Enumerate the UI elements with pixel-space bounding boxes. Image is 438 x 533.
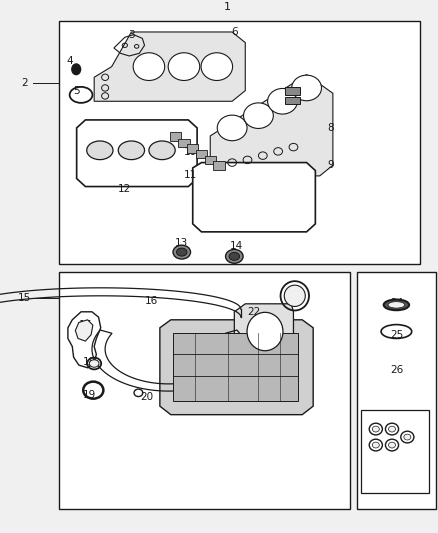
Text: 5: 5 <box>73 86 80 95</box>
Ellipse shape <box>226 249 243 263</box>
Ellipse shape <box>201 53 233 80</box>
Bar <box>59 21 420 264</box>
Polygon shape <box>193 163 315 232</box>
Text: 21: 21 <box>195 339 208 349</box>
Text: 16: 16 <box>145 296 158 306</box>
Bar <box>213 161 225 170</box>
Text: 14: 14 <box>230 241 243 251</box>
Text: 1: 1 <box>224 2 231 12</box>
Text: 26: 26 <box>390 366 403 375</box>
Text: 17: 17 <box>79 320 92 330</box>
Ellipse shape <box>404 434 411 440</box>
Ellipse shape <box>244 103 273 128</box>
Text: 7: 7 <box>299 88 306 98</box>
Ellipse shape <box>168 53 200 80</box>
Bar <box>178 139 190 147</box>
Polygon shape <box>210 75 333 176</box>
Text: 9: 9 <box>327 160 334 170</box>
Text: 13: 13 <box>175 238 188 247</box>
Text: 18: 18 <box>83 358 96 367</box>
Bar <box>187 144 198 153</box>
Text: 4: 4 <box>67 56 74 66</box>
Ellipse shape <box>118 141 145 160</box>
Text: 23: 23 <box>287 293 300 302</box>
Polygon shape <box>173 333 298 401</box>
Ellipse shape <box>217 115 247 141</box>
Ellipse shape <box>149 141 175 160</box>
Polygon shape <box>75 320 93 341</box>
Ellipse shape <box>177 248 187 256</box>
Circle shape <box>72 64 81 75</box>
Ellipse shape <box>268 88 297 114</box>
Bar <box>361 410 429 493</box>
Ellipse shape <box>384 300 409 310</box>
Bar <box>357 272 436 509</box>
Text: 2: 2 <box>21 78 28 87</box>
Text: 3: 3 <box>128 30 135 39</box>
Polygon shape <box>234 304 293 360</box>
Text: 12: 12 <box>118 184 131 194</box>
Bar <box>59 272 350 509</box>
Bar <box>205 156 216 164</box>
Ellipse shape <box>284 285 305 306</box>
Text: 20: 20 <box>140 392 153 402</box>
Polygon shape <box>160 320 313 415</box>
Text: 11: 11 <box>184 170 197 180</box>
Ellipse shape <box>372 442 379 448</box>
Ellipse shape <box>87 141 113 160</box>
Ellipse shape <box>173 245 191 259</box>
Ellipse shape <box>247 312 283 351</box>
Ellipse shape <box>133 53 165 80</box>
Ellipse shape <box>89 360 99 367</box>
Text: 6: 6 <box>231 27 238 37</box>
Text: 15: 15 <box>18 294 31 303</box>
Ellipse shape <box>389 426 396 432</box>
Ellipse shape <box>229 253 240 260</box>
Ellipse shape <box>292 75 321 101</box>
Text: 22: 22 <box>247 307 261 317</box>
Text: 19: 19 <box>83 391 96 400</box>
Text: 24: 24 <box>390 298 403 308</box>
Bar <box>285 97 300 104</box>
Bar <box>170 132 181 141</box>
Text: 8: 8 <box>327 123 334 133</box>
Bar <box>285 87 300 95</box>
Polygon shape <box>94 32 245 101</box>
Bar <box>196 150 207 158</box>
Ellipse shape <box>389 442 396 448</box>
Ellipse shape <box>372 426 379 432</box>
Text: 10: 10 <box>184 147 197 157</box>
Ellipse shape <box>388 302 405 308</box>
Text: 25: 25 <box>390 330 403 340</box>
Polygon shape <box>77 120 197 187</box>
